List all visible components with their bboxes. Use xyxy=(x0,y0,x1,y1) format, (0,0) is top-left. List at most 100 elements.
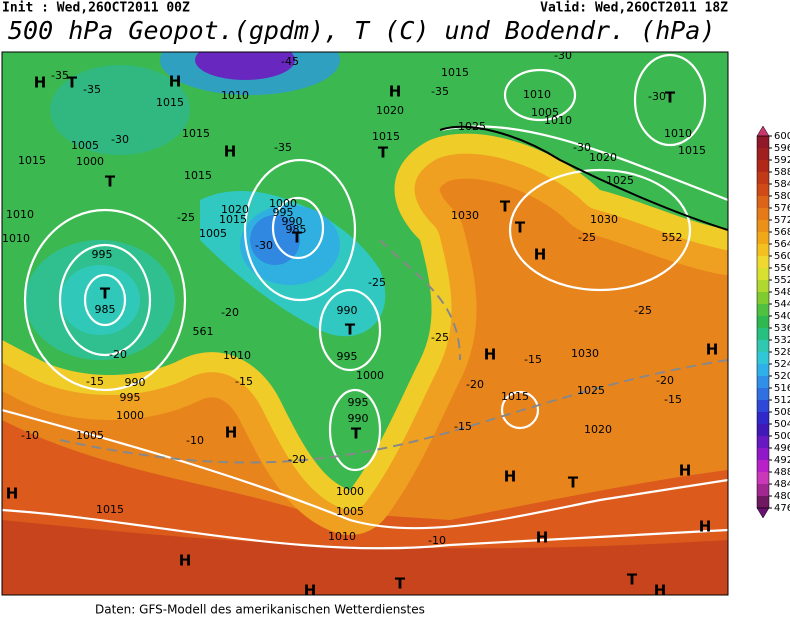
isoline-label: -35 xyxy=(431,85,449,98)
pressure-center: T xyxy=(378,144,389,162)
colorbar-tick-label: 532 xyxy=(774,335,790,346)
isoline-label: 995 xyxy=(348,396,369,409)
colorbar-tick-label: 504 xyxy=(774,419,790,430)
isoline-label: 1025 xyxy=(606,174,634,187)
colorbar-tick-label: 524 xyxy=(774,359,790,370)
colorbar-tick-label: 552 xyxy=(774,275,790,286)
isoline-label: 1010 xyxy=(544,114,572,127)
isoline-label: -10 xyxy=(186,434,204,447)
isoline-label: -25 xyxy=(578,231,596,244)
isoline-label: -25 xyxy=(431,331,449,344)
isoline-label: -10 xyxy=(21,429,39,442)
pressure-center: H xyxy=(389,83,402,101)
colorbar-tick-label: 592 xyxy=(774,155,790,166)
colorbar-tick-label: 568 xyxy=(774,227,790,238)
init-label: Init : Wed,26OCT2011 00Z xyxy=(2,1,190,16)
isoline-label: 990 xyxy=(337,304,358,317)
pressure-center: H xyxy=(706,341,719,359)
isoline-label: 1010 xyxy=(6,208,34,221)
colorbar-bin xyxy=(757,364,769,376)
pressure-center: H xyxy=(6,485,19,503)
colorbar-bin xyxy=(757,232,769,244)
pressure-center: T xyxy=(351,425,362,443)
colorbar-bin xyxy=(757,148,769,160)
isoline-label: -15 xyxy=(664,393,682,406)
colorbar-bin xyxy=(757,400,769,412)
pressure-center: H xyxy=(679,462,692,480)
isoline-label: -30 xyxy=(111,133,129,146)
colorbar-bin xyxy=(757,496,769,508)
isoline-label: 1015 xyxy=(184,169,212,182)
valid-label: Valid: Wed,26OCT2011 18Z xyxy=(540,1,728,16)
colorbar-bin xyxy=(757,436,769,448)
isoline-label: 1015 xyxy=(182,127,210,140)
isoline-label: -30 xyxy=(255,239,273,252)
pressure-center: H xyxy=(224,143,237,161)
pressure-center: H xyxy=(225,424,238,442)
pressure-center: T xyxy=(515,219,526,237)
isoline-label: 1030 xyxy=(451,209,479,222)
isoline-label: -20 xyxy=(656,374,674,387)
colorbar-tick-label: 536 xyxy=(774,323,790,334)
pressure-center: T xyxy=(568,474,579,492)
colorbar-tick-label: 596 xyxy=(774,143,790,154)
isoline-label: 990 xyxy=(125,376,146,389)
isoline-label: 990 xyxy=(348,412,369,425)
isoline-label: 1020 xyxy=(221,203,249,216)
isoline-label: 1015 xyxy=(678,144,706,157)
colorbar-tick-label: 516 xyxy=(774,383,790,394)
isoline-label: 1020 xyxy=(584,423,612,436)
isoline-label: 1010 xyxy=(221,89,249,102)
pressure-center: H xyxy=(484,346,497,364)
isoline-label: 1030 xyxy=(590,213,618,226)
isoline-label: 1010 xyxy=(328,530,356,543)
colorbar-tick-label: 548 xyxy=(774,287,790,298)
pressure-center: T xyxy=(395,575,406,593)
colorbar-tick-label: 528 xyxy=(774,347,790,358)
isoline-label: -20 xyxy=(221,306,239,319)
colorbar-bin xyxy=(757,208,769,220)
pressure-center: H xyxy=(504,468,517,486)
colorbar-frame xyxy=(756,135,770,509)
colorbar-tick-label: 544 xyxy=(774,299,790,310)
colorbar-tick-label: 600 xyxy=(774,131,790,142)
colorbar-tick-label: 540 xyxy=(774,311,790,322)
isoline-label: 1005 xyxy=(71,139,99,152)
colorbar-bin xyxy=(757,328,769,340)
colorbar-tick-label: 496 xyxy=(774,443,790,454)
colorbar-arrow xyxy=(756,125,770,137)
isoline-label: 1015 xyxy=(96,503,124,516)
colorbar-bin xyxy=(757,448,769,460)
colorbar-bin xyxy=(757,460,769,472)
pressure-center: H xyxy=(179,552,192,570)
colorbar-bin xyxy=(757,316,769,328)
isoline-label: -10 xyxy=(428,534,446,547)
colorbar-bin xyxy=(757,340,769,352)
isoline-label: 1000 xyxy=(76,155,104,168)
pressure-center: T xyxy=(627,571,638,589)
isoline-label: -30 xyxy=(573,141,591,154)
pressure-center: T xyxy=(500,198,511,216)
pressure-center: H xyxy=(169,73,182,91)
pressure-center: H xyxy=(699,518,712,536)
colorbar-tick-label: 520 xyxy=(774,371,790,382)
pressure-center: H xyxy=(654,582,667,600)
colorbar-tick-label: 584 xyxy=(774,179,790,190)
isoline-label: 1010 xyxy=(664,127,692,140)
isoline-label: -20 xyxy=(109,348,127,361)
colorbar-bin xyxy=(757,412,769,424)
colorbar-bin xyxy=(757,256,769,268)
colorbar-tick-label: 484 xyxy=(774,479,790,490)
colorbar-bin xyxy=(757,376,769,388)
isoline-label: 995 xyxy=(120,391,141,404)
colorbar-tick-label: 508 xyxy=(774,407,790,418)
isoline-label: -35 xyxy=(274,141,292,154)
colorbar-bin xyxy=(757,280,769,292)
isoline-label: 1000 xyxy=(356,369,384,382)
isoline-label: 1005 xyxy=(76,429,104,442)
colorbar-bin xyxy=(757,352,769,364)
isoline-label: 995 xyxy=(273,206,294,219)
colorbar-tick-label: 572 xyxy=(774,215,790,226)
